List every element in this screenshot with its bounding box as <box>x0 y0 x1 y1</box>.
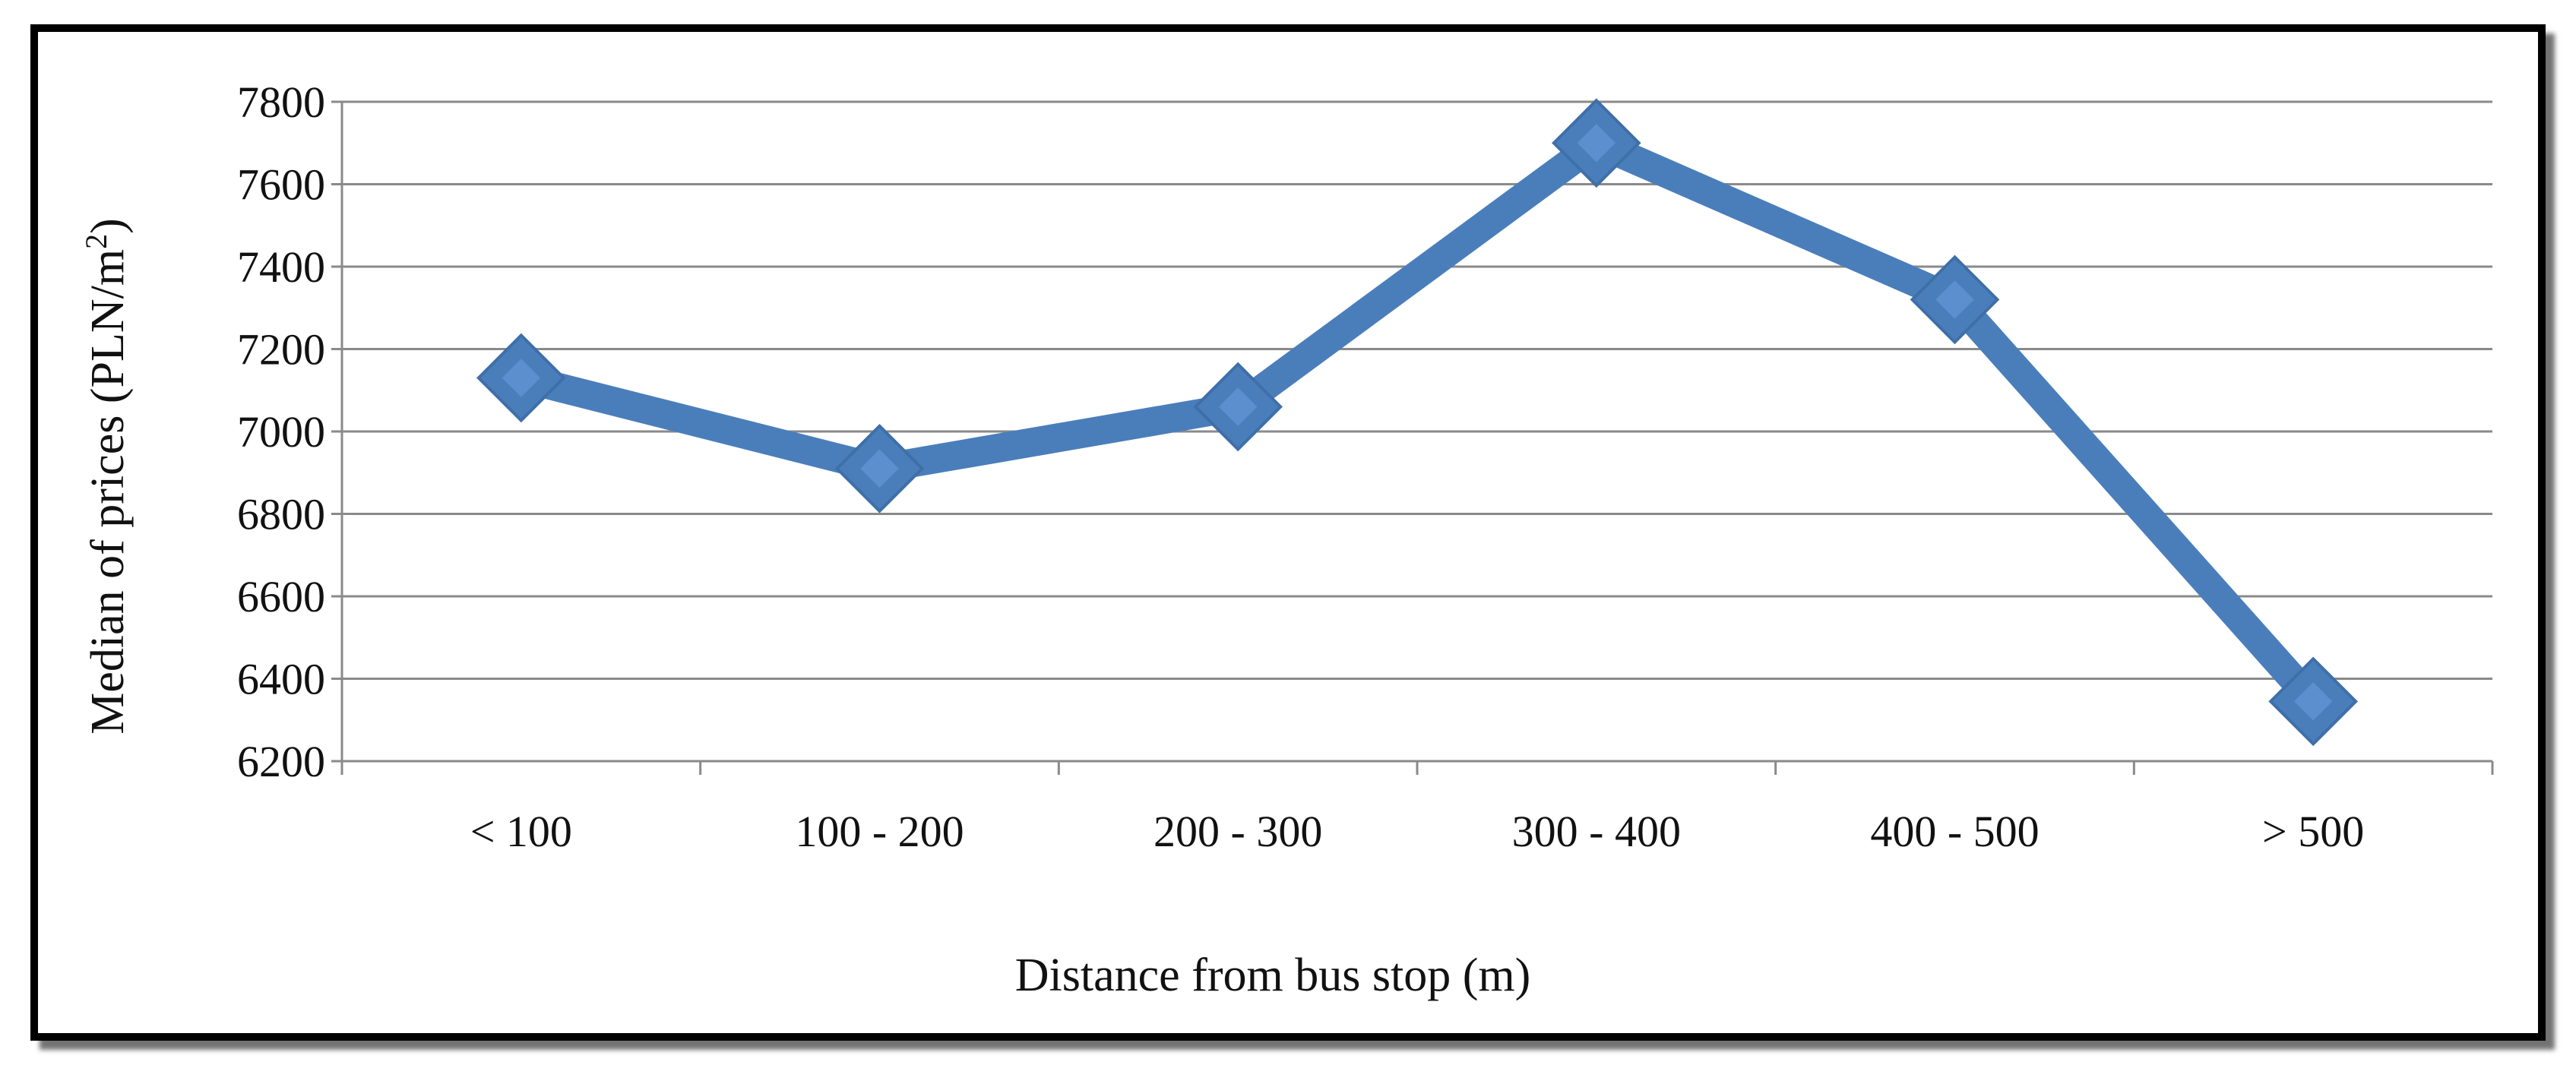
series-line-0 <box>506 128 2328 716</box>
data-point-highlight-3 <box>1577 124 1616 163</box>
y-tick-label-6800: 6800 <box>237 490 325 539</box>
x-tick-label-3: 300 - 400 <box>1512 807 1681 856</box>
x-tick-label-1: 100 - 200 <box>795 807 964 856</box>
x-tick-label-5: > 500 <box>2262 807 2364 856</box>
x-tick-label-4: 400 - 500 <box>1870 807 2039 856</box>
x-tick-label-2: 200 - 300 <box>1154 807 1322 856</box>
data-point-highlight-0 <box>502 359 541 397</box>
y-axis-title: Median of prices (PLN/m2) <box>79 218 134 734</box>
data-point-highlight-5 <box>2293 682 2333 721</box>
series-markers <box>476 98 2358 747</box>
line-chart: 6200 6400 6600 6800 7000 7200 7400 7600 7800 < 1… <box>79 77 2494 1001</box>
y-axis-title-end: ) <box>82 218 134 234</box>
y-axis-title-superscript: 2 <box>79 234 113 249</box>
chart-frame: 6200 6400 6600 6800 7000 7200 7400 7600 7800 < 1… <box>30 24 2546 1041</box>
data-point-highlight-1 <box>860 449 899 488</box>
y-tick-label-6400: 6400 <box>237 655 325 704</box>
series-line-group <box>506 128 2328 716</box>
x-axis-title: Distance from bus stop (m) <box>1015 950 1530 1001</box>
axes <box>331 100 2494 775</box>
y-tick-label-7400: 7400 <box>237 242 325 292</box>
y-tick-label-7000: 7000 <box>237 407 325 457</box>
y-tick-label-7600: 7600 <box>237 160 325 210</box>
y-tick-label-6600: 6600 <box>237 572 325 621</box>
x-tick-label-0: < 100 <box>470 807 572 856</box>
data-point-highlight-4 <box>1935 280 1974 319</box>
y-tick-labels: 6200 6400 6600 6800 7000 7200 7400 7600 7800 <box>237 77 325 786</box>
y-tick-label-6200: 6200 <box>237 737 325 786</box>
y-tick-label-7200: 7200 <box>237 325 325 374</box>
gridlines <box>342 100 2492 680</box>
y-tick-label-7800: 7800 <box>237 77 325 127</box>
x-tick-labels: < 100 100 - 200 200 - 300 300 - 400 400 - 50… <box>470 807 2365 856</box>
y-axis-title-main: Median of prices (PLN/m <box>82 249 134 735</box>
